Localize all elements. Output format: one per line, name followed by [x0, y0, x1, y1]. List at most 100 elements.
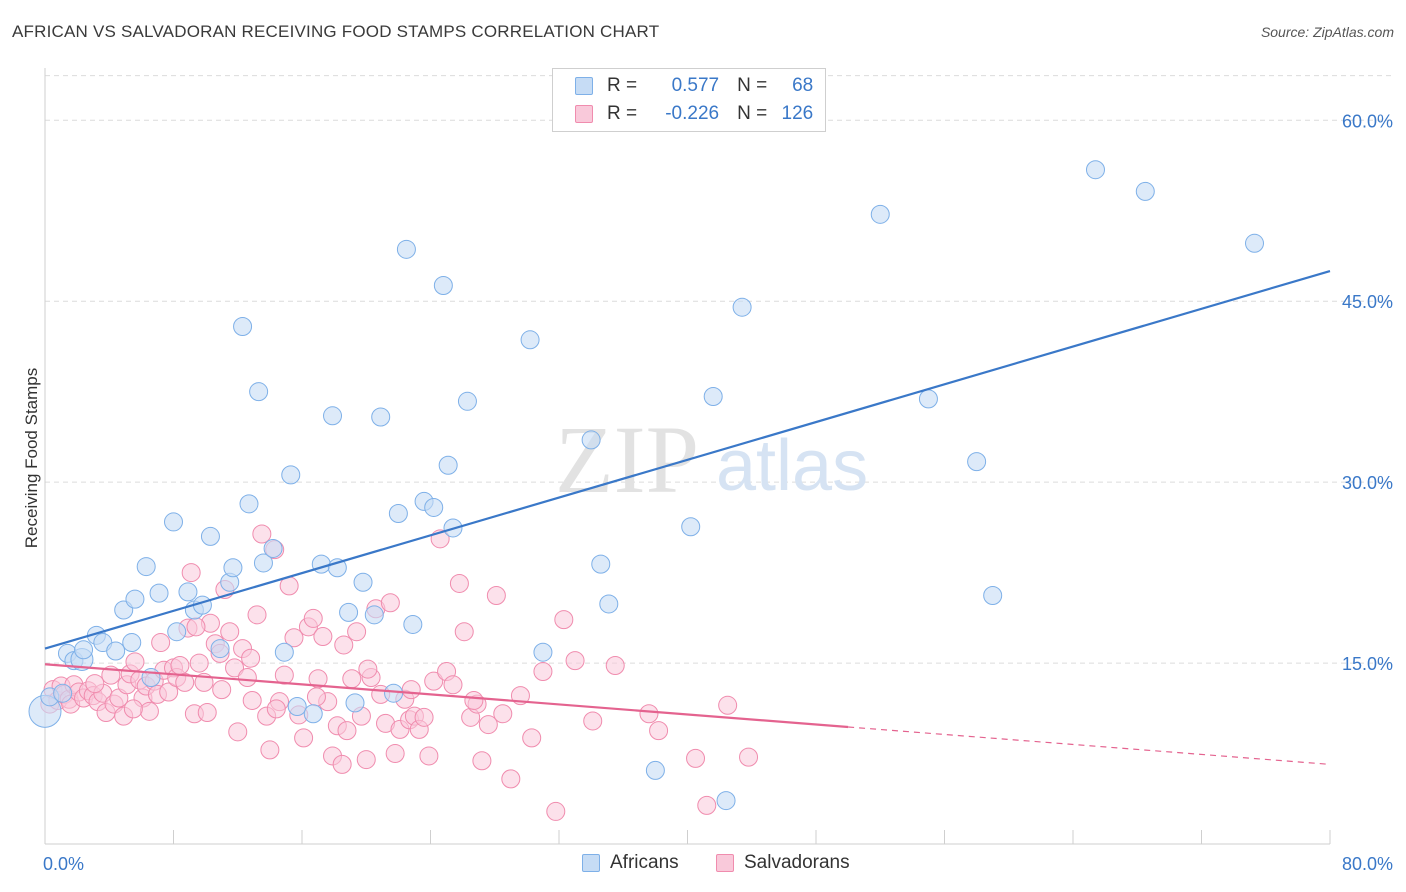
watermark-zip: ZIP [555, 406, 699, 513]
salvadoran-point [228, 722, 248, 742]
y-tick-label: 45.0% [1342, 292, 1393, 312]
african-point [1085, 160, 1105, 180]
african-point [1135, 181, 1155, 201]
legend-n-value: 68 [792, 75, 814, 96]
salvadoran-point [337, 721, 357, 741]
legend-n-label: N = [737, 103, 768, 124]
salvadoran-point [342, 669, 362, 689]
african-point [388, 503, 408, 523]
salvadoran-point [332, 754, 352, 774]
african-point [263, 538, 283, 558]
legend-row-africans: R = 0.577 N = 68 [575, 74, 813, 98]
salvadoran-point [123, 699, 143, 719]
salvadoran-point [414, 707, 434, 727]
salvadoran-point [739, 747, 759, 767]
african-point [223, 558, 243, 578]
y-tick-label: 15.0% [1342, 654, 1393, 674]
african-point [74, 640, 94, 660]
african-point [323, 406, 343, 426]
african-point [164, 512, 183, 532]
salvadoran-point [554, 610, 574, 630]
y-tick-label: 30.0% [1342, 473, 1393, 493]
african-point [438, 455, 458, 475]
african-point [533, 642, 553, 662]
african-point [178, 582, 198, 602]
y-tick-label: 60.0% [1342, 111, 1393, 131]
salvadoran-point [478, 715, 498, 735]
watermark-atlas: atlas [716, 426, 868, 506]
bottom-legend-swatch-salvadorans [716, 854, 734, 872]
african-point [918, 389, 938, 409]
african-point [53, 683, 73, 703]
bottom-legend-label-salvadorans: Salvadorans [744, 852, 850, 873]
africans-points [28, 160, 1265, 811]
african-point [345, 693, 365, 713]
watermark: ZIP atlas [555, 406, 868, 513]
african-point [581, 430, 601, 450]
salvadoran-point [274, 665, 294, 685]
african-point [1245, 233, 1265, 253]
african-point [967, 452, 987, 472]
african-point [253, 553, 273, 573]
salvadoran-point [533, 662, 553, 682]
african-point [353, 572, 373, 592]
legend-n-value: 126 [781, 103, 814, 124]
salvadoran-point [266, 699, 286, 719]
salvadoran-point [306, 687, 326, 707]
salvadoran-point [356, 750, 376, 770]
african-point [167, 622, 187, 642]
salvadoran-point [151, 633, 171, 653]
african-point [339, 602, 359, 622]
legend-r-value: 0.577 [671, 75, 720, 96]
salvadoran-point [697, 795, 717, 815]
salvadoran-point [385, 744, 405, 764]
african-point [239, 494, 259, 514]
african-point [716, 791, 736, 811]
salvadoran-point [303, 608, 323, 628]
salvadoran-point [486, 586, 506, 606]
salvadoran-point [242, 690, 262, 710]
chart-title: AFRICAN VS SALVADORAN RECEIVING FOOD STA… [12, 22, 660, 41]
bottom-legend-salvadorans: Salvadorans [716, 852, 850, 874]
salvadoran-point [718, 695, 738, 715]
africans-trend-line [44, 269, 1331, 650]
x-tick-label: 0.0% [43, 854, 84, 874]
salvadoran-point [472, 751, 492, 771]
salvadorans-trend-extension [848, 726, 1331, 765]
african-point [364, 605, 384, 625]
african-point [732, 297, 752, 317]
african-point [384, 683, 404, 703]
salvadoran-point [583, 711, 603, 731]
salvadoran-point [424, 671, 444, 691]
bottom-legend-label-africans: Africans [610, 852, 679, 873]
x-tick-label: 80.0% [1342, 854, 1393, 874]
source-label: Source: ZipAtlas.com [1260, 24, 1394, 40]
salvadoran-point [443, 675, 463, 695]
african-point [520, 330, 540, 350]
salvadoran-point [197, 703, 217, 723]
salvadoran-point [501, 769, 521, 789]
salvadoran-point [546, 801, 566, 821]
african-point [591, 554, 611, 574]
african-point [303, 704, 323, 724]
african-point [681, 517, 701, 537]
african-point [645, 760, 665, 780]
y-axis-label: Receiving Food Stamps [22, 368, 41, 548]
salvadoran-point [260, 740, 280, 760]
salvadorans-trend-line [44, 663, 849, 729]
salvadoran-point [212, 680, 232, 700]
salvadoran-point [522, 728, 542, 748]
african-point [125, 589, 145, 609]
salvadoran-point [125, 652, 145, 672]
salvadoran-point [464, 690, 484, 710]
salvadoran-point [241, 648, 261, 668]
african-point [599, 594, 619, 614]
legend-swatch-africans [575, 77, 593, 95]
salvadoran-point [159, 682, 179, 702]
african-point [149, 583, 169, 603]
salvadoran-point [175, 672, 195, 692]
african-point [403, 614, 423, 634]
salvadoran-point [220, 622, 240, 642]
salvadoran-point [247, 605, 267, 625]
